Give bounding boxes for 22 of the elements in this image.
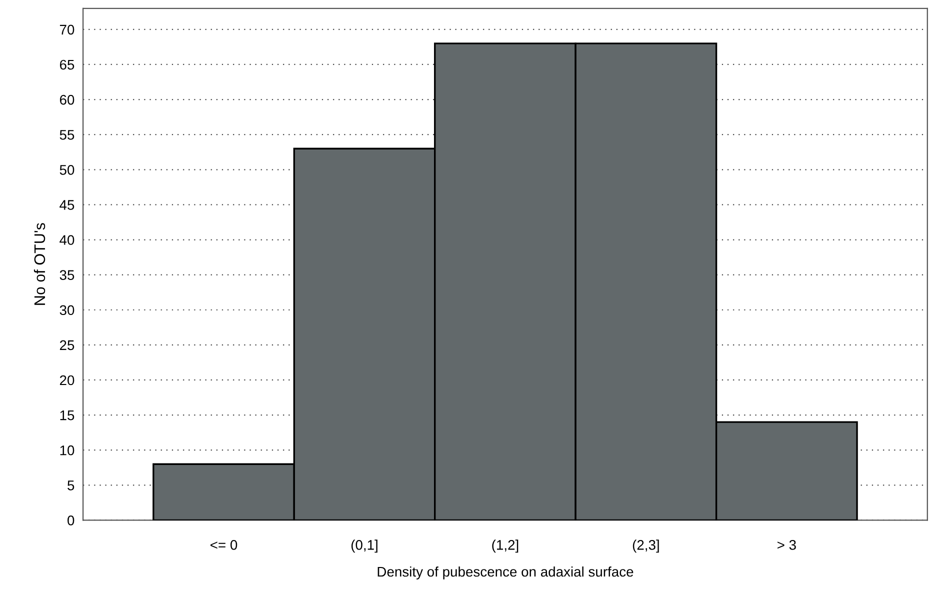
y-tick-label: 0 bbox=[68, 516, 74, 526]
x-tick-label: (1,2] bbox=[492, 540, 518, 553]
y-tick-label: 35 bbox=[60, 270, 74, 280]
x-axis-title: Density of pubescence on adaxial surface bbox=[378, 566, 634, 580]
y-tick-label: 70 bbox=[60, 24, 74, 35]
y-tick-label: 40 bbox=[60, 235, 74, 245]
x-tick-label: (0,1] bbox=[351, 540, 378, 553]
y-tick-label: 20 bbox=[60, 375, 74, 386]
x-tick-label: (2,3] bbox=[632, 540, 659, 553]
y-tick-label: 25 bbox=[60, 340, 74, 350]
y-tick-label: 55 bbox=[60, 130, 74, 140]
y-tick-label: 45 bbox=[60, 200, 74, 210]
y-tick-label: 10 bbox=[60, 445, 74, 456]
y-tick-label: 5 bbox=[68, 480, 74, 490]
x-tick-label: > 3 bbox=[778, 540, 796, 550]
y-tick-label: 30 bbox=[60, 305, 74, 316]
y-tick-label: 50 bbox=[60, 164, 74, 175]
x-tick-label: <= 0 bbox=[210, 540, 238, 550]
y-axis-title: No of OTU's bbox=[34, 223, 46, 305]
y-tick-label: 60 bbox=[60, 94, 74, 105]
y-tick-label: 15 bbox=[60, 410, 74, 420]
y-tick-label: 65 bbox=[60, 60, 74, 70]
